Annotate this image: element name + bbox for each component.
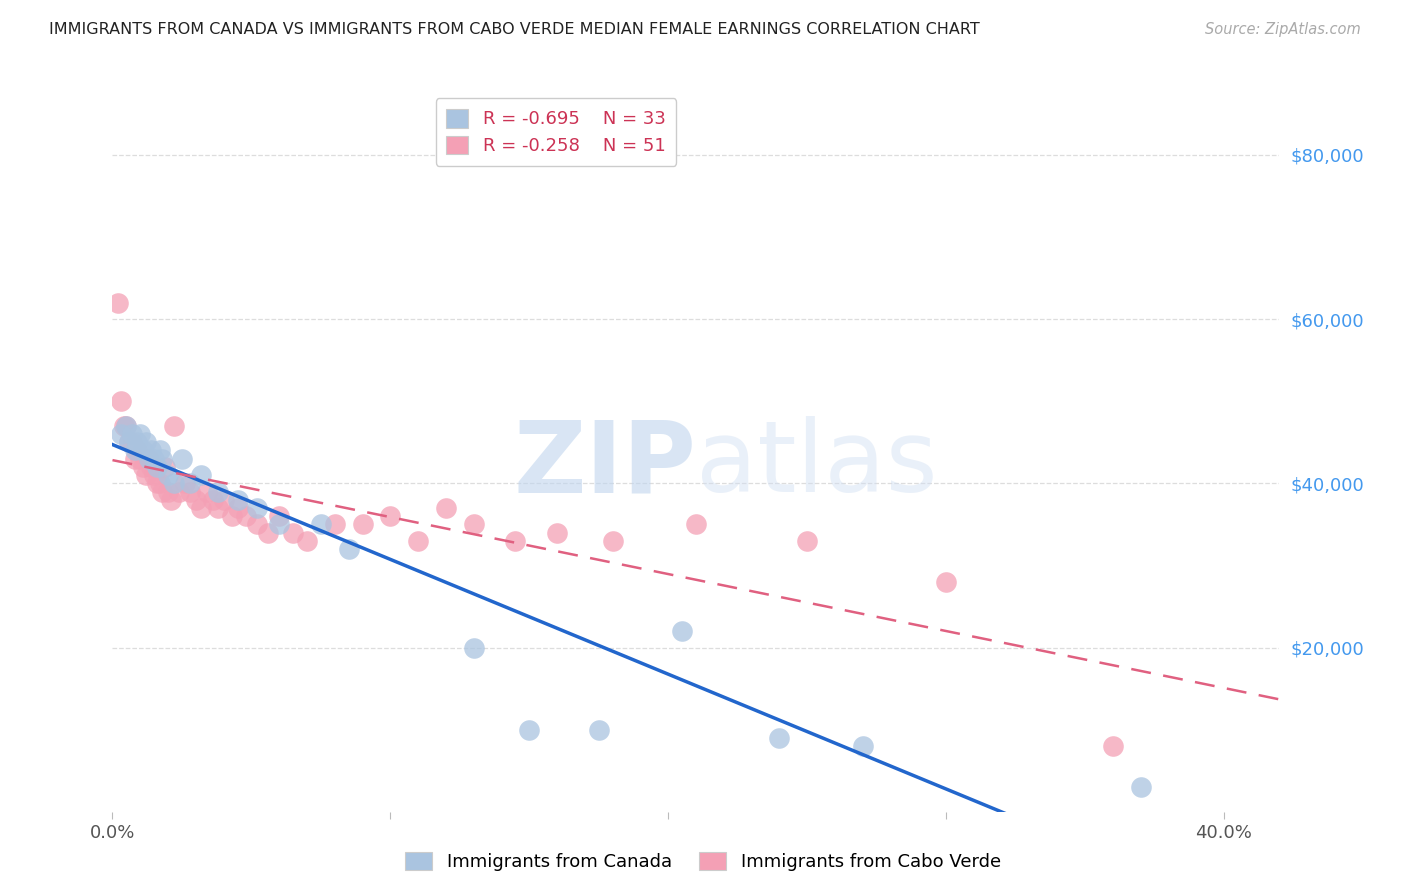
Point <box>115 418 138 433</box>
Point <box>671 624 693 639</box>
Point <box>295 533 318 548</box>
Point <box>207 500 229 515</box>
Point <box>505 533 527 548</box>
Point <box>602 533 624 548</box>
Point <box>124 451 146 466</box>
Point <box>141 443 163 458</box>
Point <box>127 435 149 450</box>
Point <box>118 435 141 450</box>
Point <box>157 468 180 483</box>
Point <box>143 468 166 483</box>
Point <box>132 443 155 458</box>
Text: atlas: atlas <box>696 417 938 514</box>
Point <box>110 394 132 409</box>
Point <box>135 468 157 483</box>
Point <box>132 459 155 474</box>
Text: IMMIGRANTS FROM CANADA VS IMMIGRANTS FROM CABO VERDE MEDIAN FEMALE EARNINGS CORR: IMMIGRANTS FROM CANADA VS IMMIGRANTS FRO… <box>49 22 980 37</box>
Point <box>160 492 183 507</box>
Point <box>796 533 818 548</box>
Point <box>184 492 207 507</box>
Point <box>212 492 235 507</box>
Point <box>190 468 212 483</box>
Point <box>768 731 790 745</box>
Point <box>152 451 174 466</box>
Point <box>463 517 485 532</box>
Point <box>143 451 166 466</box>
Point <box>121 435 143 450</box>
Point <box>141 459 163 474</box>
Point <box>146 459 169 474</box>
Legend: Immigrants from Canada, Immigrants from Cabo Verde: Immigrants from Canada, Immigrants from … <box>398 846 1008 879</box>
Point <box>246 500 269 515</box>
Point <box>157 484 180 499</box>
Point <box>112 418 135 433</box>
Point <box>269 509 291 524</box>
Point <box>685 517 707 532</box>
Point <box>269 517 291 532</box>
Point <box>463 640 485 655</box>
Point <box>179 484 201 499</box>
Point <box>852 739 875 753</box>
Point <box>135 435 157 450</box>
Point <box>138 451 160 466</box>
Point <box>167 484 190 499</box>
Point <box>173 476 195 491</box>
Point <box>152 484 174 499</box>
Point <box>118 435 141 450</box>
Point <box>110 427 132 442</box>
Point <box>1101 739 1123 753</box>
Point <box>226 492 249 507</box>
Point <box>352 517 374 532</box>
Point <box>434 500 457 515</box>
Point <box>246 517 269 532</box>
Point <box>155 459 177 474</box>
Point <box>127 443 149 458</box>
Point <box>179 476 201 491</box>
Point <box>281 525 304 540</box>
Point <box>146 476 169 491</box>
Point <box>121 427 143 442</box>
Point <box>115 418 138 433</box>
Point <box>1129 780 1152 794</box>
Point <box>380 509 402 524</box>
Point <box>129 451 152 466</box>
Point <box>201 492 224 507</box>
Point <box>517 723 540 737</box>
Point <box>195 484 218 499</box>
Point <box>337 541 360 556</box>
Point <box>207 484 229 499</box>
Point <box>149 443 172 458</box>
Point <box>124 443 146 458</box>
Point <box>138 451 160 466</box>
Point <box>935 574 957 589</box>
Point <box>190 500 212 515</box>
Point <box>235 509 257 524</box>
Point <box>107 295 129 310</box>
Point <box>309 517 332 532</box>
Point <box>221 509 243 524</box>
Point <box>323 517 346 532</box>
Point <box>129 427 152 442</box>
Point <box>226 500 249 515</box>
Point <box>162 476 184 491</box>
Point <box>588 723 610 737</box>
Text: ZIP: ZIP <box>513 417 696 514</box>
Legend: R = -0.695    N = 33, R = -0.258    N = 51: R = -0.695 N = 33, R = -0.258 N = 51 <box>436 98 676 166</box>
Text: Source: ZipAtlas.com: Source: ZipAtlas.com <box>1205 22 1361 37</box>
Point <box>546 525 568 540</box>
Point <box>149 476 172 491</box>
Point <box>170 451 193 466</box>
Point <box>257 525 280 540</box>
Point <box>406 533 429 548</box>
Point <box>162 418 184 433</box>
